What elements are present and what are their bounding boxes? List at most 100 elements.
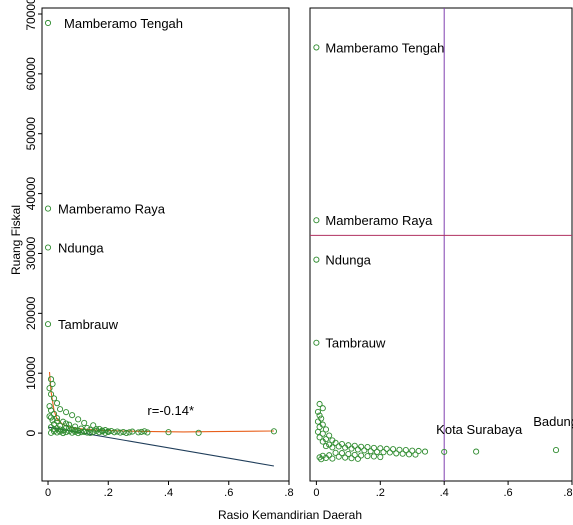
y-tick-label: 0 bbox=[24, 429, 38, 436]
scatter-point bbox=[108, 427, 115, 435]
scatter-point bbox=[50, 428, 58, 435]
scatter-point bbox=[84, 429, 91, 436]
y-tick-label: 30000 bbox=[24, 236, 38, 270]
point-label: Tambrauw bbox=[58, 317, 119, 332]
point-label: Mamberamo Tengah bbox=[325, 40, 444, 55]
scatter-point bbox=[396, 446, 403, 453]
scatter-point bbox=[374, 448, 381, 455]
scatter-point bbox=[319, 430, 326, 437]
scatter-point bbox=[402, 447, 409, 454]
scatter-point bbox=[348, 455, 355, 462]
x-tick-label: .2 bbox=[104, 487, 113, 499]
scatter-point bbox=[81, 419, 88, 426]
scatter-point bbox=[72, 427, 79, 434]
scatter-point bbox=[81, 428, 88, 435]
scatter-point bbox=[390, 446, 397, 453]
scatter-point bbox=[415, 447, 422, 455]
scatter-point bbox=[72, 428, 79, 435]
left-point-labels: Mamberamo Tengah Mamberamo Raya Ndunga Tamb… bbox=[58, 16, 183, 332]
scatter-point bbox=[377, 453, 384, 461]
scatter-point bbox=[75, 427, 82, 434]
scatter-point bbox=[335, 443, 342, 450]
scatter-point bbox=[50, 395, 58, 402]
scatter-point bbox=[316, 412, 323, 419]
scatter-point bbox=[102, 427, 109, 434]
scatter-point bbox=[318, 415, 325, 422]
left-x-axis: 0 .2 .4 .6 .8 bbox=[45, 481, 294, 499]
scatter-point bbox=[377, 445, 384, 452]
scatter-point bbox=[50, 410, 58, 417]
scatter-point bbox=[126, 429, 133, 436]
scatter-point bbox=[44, 205, 52, 212]
left-fit-lines bbox=[47, 371, 274, 467]
scatter-point bbox=[90, 422, 97, 429]
scatter-point bbox=[47, 407, 55, 414]
scatter-point bbox=[57, 406, 64, 413]
correlation-annotation: r=-0.14* bbox=[147, 403, 194, 418]
x-tick-label: .6 bbox=[224, 487, 233, 499]
scatter-point bbox=[66, 425, 73, 432]
scatter-point bbox=[345, 450, 352, 458]
right-x-axis: 0 .2 .4 .6 .8 bbox=[313, 481, 573, 499]
scatter-point bbox=[322, 426, 330, 433]
scatter-point bbox=[316, 434, 323, 441]
scatter-point bbox=[326, 452, 333, 459]
scatter-point bbox=[314, 418, 322, 425]
right-reference-lines bbox=[310, 8, 572, 481]
scatter-point bbox=[47, 429, 55, 436]
scatter-point bbox=[114, 428, 121, 435]
scatter-point bbox=[195, 429, 202, 436]
scatter-point bbox=[380, 449, 387, 456]
right-point-labels: Mamberamo Tengah Mamberamo Raya Ndunga Tamb… bbox=[325, 40, 573, 436]
scatter-point bbox=[332, 449, 339, 456]
x-tick-label: 0 bbox=[45, 487, 51, 499]
scatter-point bbox=[69, 412, 76, 419]
left-y-axis: 0 10000 20000 30000 40000 50000 60000 70000 bbox=[24, 0, 42, 436]
scatter-point bbox=[46, 403, 53, 410]
scatter-point bbox=[44, 321, 52, 328]
scatter-point bbox=[129, 428, 136, 435]
y-tick-label: 70000 bbox=[24, 0, 38, 31]
scatter-point bbox=[364, 453, 371, 460]
y-tick-label: 50000 bbox=[24, 117, 38, 151]
scatter-point bbox=[354, 446, 361, 453]
scatter-point bbox=[60, 418, 67, 425]
scatter-point bbox=[44, 19, 52, 27]
point-label: Ndunga bbox=[325, 253, 371, 268]
x-tick-label: .8 bbox=[284, 487, 293, 499]
scatter-point bbox=[44, 244, 52, 251]
scatter-point bbox=[93, 427, 100, 434]
x-tick-label: 0 bbox=[313, 487, 319, 499]
scatter-point bbox=[318, 456, 325, 463]
scatter-point bbox=[421, 448, 429, 455]
y-tick-label: 10000 bbox=[24, 356, 38, 390]
scatter-point bbox=[47, 424, 55, 431]
x-tick-label: .4 bbox=[440, 487, 449, 499]
scatter-point bbox=[57, 426, 64, 433]
scatter-point bbox=[313, 217, 320, 224]
point-label: Mamberamo Raya bbox=[325, 213, 433, 228]
point-label: Kota Surabaya bbox=[436, 422, 523, 437]
scatter-point bbox=[332, 439, 339, 446]
point-label: Badung bbox=[533, 414, 573, 429]
scatter-point bbox=[49, 417, 56, 424]
scatter-point bbox=[63, 409, 70, 416]
scatter-point bbox=[270, 428, 277, 435]
scatter-point bbox=[99, 427, 106, 434]
scatter-point bbox=[409, 447, 416, 454]
point-label: Mamberamo Tengah bbox=[64, 16, 183, 31]
scatter-point bbox=[326, 441, 333, 448]
scatter-point bbox=[383, 445, 390, 452]
scatter-point bbox=[473, 448, 480, 455]
scatter-point bbox=[47, 391, 55, 398]
scatter-point bbox=[342, 444, 349, 451]
scatter-point bbox=[46, 385, 53, 392]
scatter-point bbox=[367, 448, 374, 455]
scatter-point bbox=[329, 444, 336, 451]
scatter-point bbox=[316, 400, 323, 408]
x-tick-label: .8 bbox=[563, 487, 572, 499]
scatter-point bbox=[117, 429, 124, 436]
scatter-point bbox=[141, 428, 148, 435]
scatter-point bbox=[322, 443, 330, 450]
smooth-fit-line bbox=[48, 371, 274, 433]
